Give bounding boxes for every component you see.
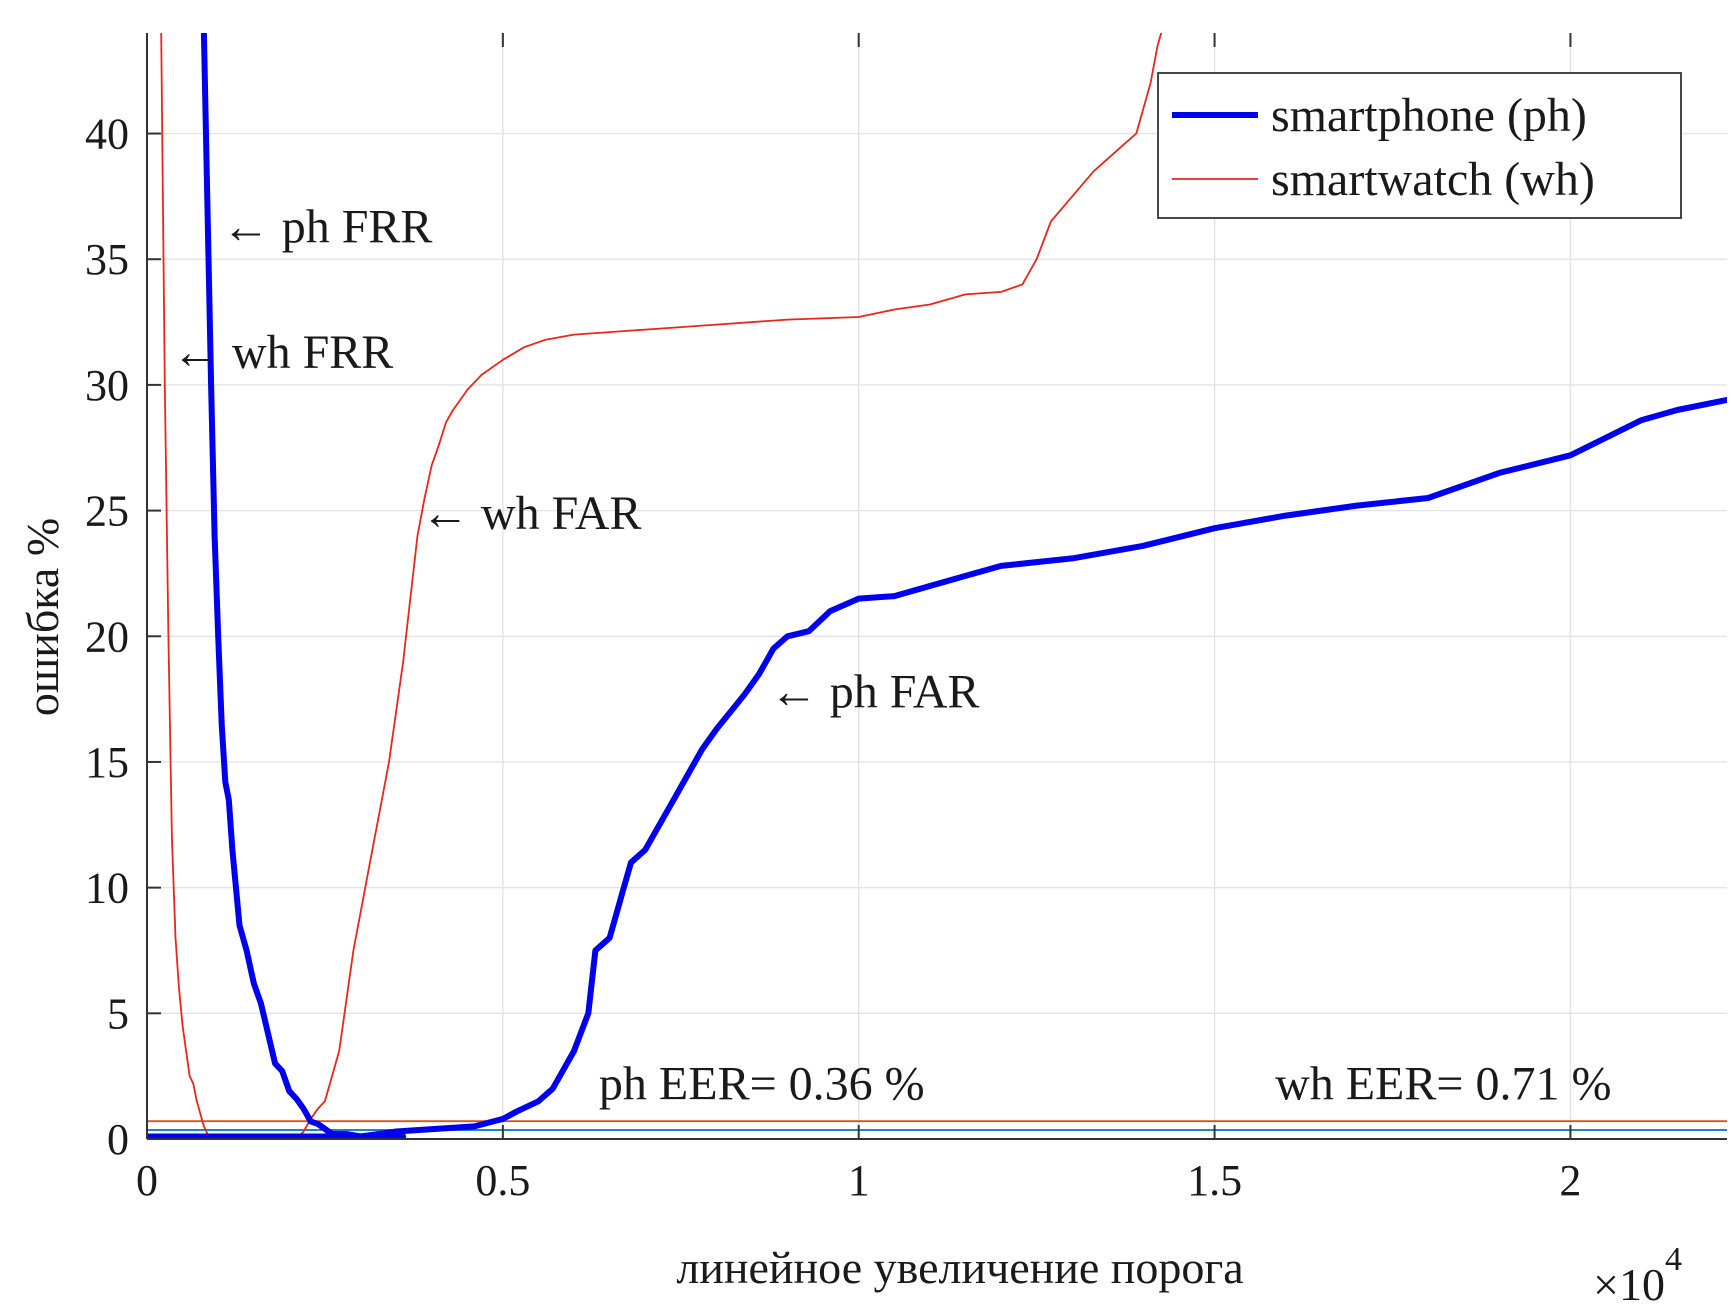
series-line-wh-frr [160, 33, 213, 1139]
annotation-2: ← wh FAR [421, 487, 641, 540]
multiplier-base: ×10 [1593, 1259, 1665, 1310]
x-tick-label-3: 1.5 [1187, 1156, 1242, 1205]
x-tick-label-2: 1 [848, 1156, 870, 1205]
series-line-wh-far [295, 33, 1163, 1139]
annotation-5: wh EER= 0.71 % [1275, 1058, 1611, 1111]
y-tick-label-4: 20 [85, 612, 129, 661]
annotation-1: ← wh FRR [172, 326, 393, 379]
legend-label-1: smartwatch (wh) [1271, 153, 1595, 206]
annotation-4: ph EER= 0.36 % [599, 1058, 925, 1111]
multiplier-exponent: 4 [1665, 1241, 1682, 1278]
x-axis-label: линейное увеличение порога [676, 1242, 1243, 1293]
y-tick-label-0: 0 [107, 1115, 129, 1164]
x-tick-label-0: 0 [136, 1156, 158, 1205]
y-tick-label-8: 40 [85, 110, 129, 159]
y-tick-label-6: 30 [85, 361, 129, 410]
annotation-3: ← ph FAR [770, 666, 980, 719]
annotations: ← ph FRR ← wh FRR ← wh FAR ← ph FAR ph EER= … [172, 201, 1612, 1111]
y-tick-label-7: 35 [85, 235, 129, 284]
y-axis-label: ошибка % [17, 518, 68, 716]
y-tick-label-3: 15 [85, 738, 129, 787]
legend-box [1157, 72, 1682, 219]
svg-text:×104: ×104 [1593, 1241, 1682, 1310]
annotation-0: ← ph FRR [222, 201, 433, 254]
plot-area [147, 33, 1727, 1139]
legend: smartphone (ph) smartwatch (wh) [1157, 72, 1682, 219]
x-tick-label-1: 0.5 [475, 1156, 530, 1205]
y-tick-label-5: 25 [85, 487, 129, 536]
series-line-ph-far [147, 397, 1727, 1139]
y-tick-label-1: 5 [107, 989, 129, 1038]
x-tick-label-4: 2 [1559, 1156, 1581, 1205]
x-axis-multiplier: ×104 [1593, 1241, 1682, 1310]
axes [146, 33, 1727, 1140]
legend-label-0: smartphone (ph) [1271, 89, 1587, 142]
y-tick-label-2: 10 [85, 864, 129, 913]
